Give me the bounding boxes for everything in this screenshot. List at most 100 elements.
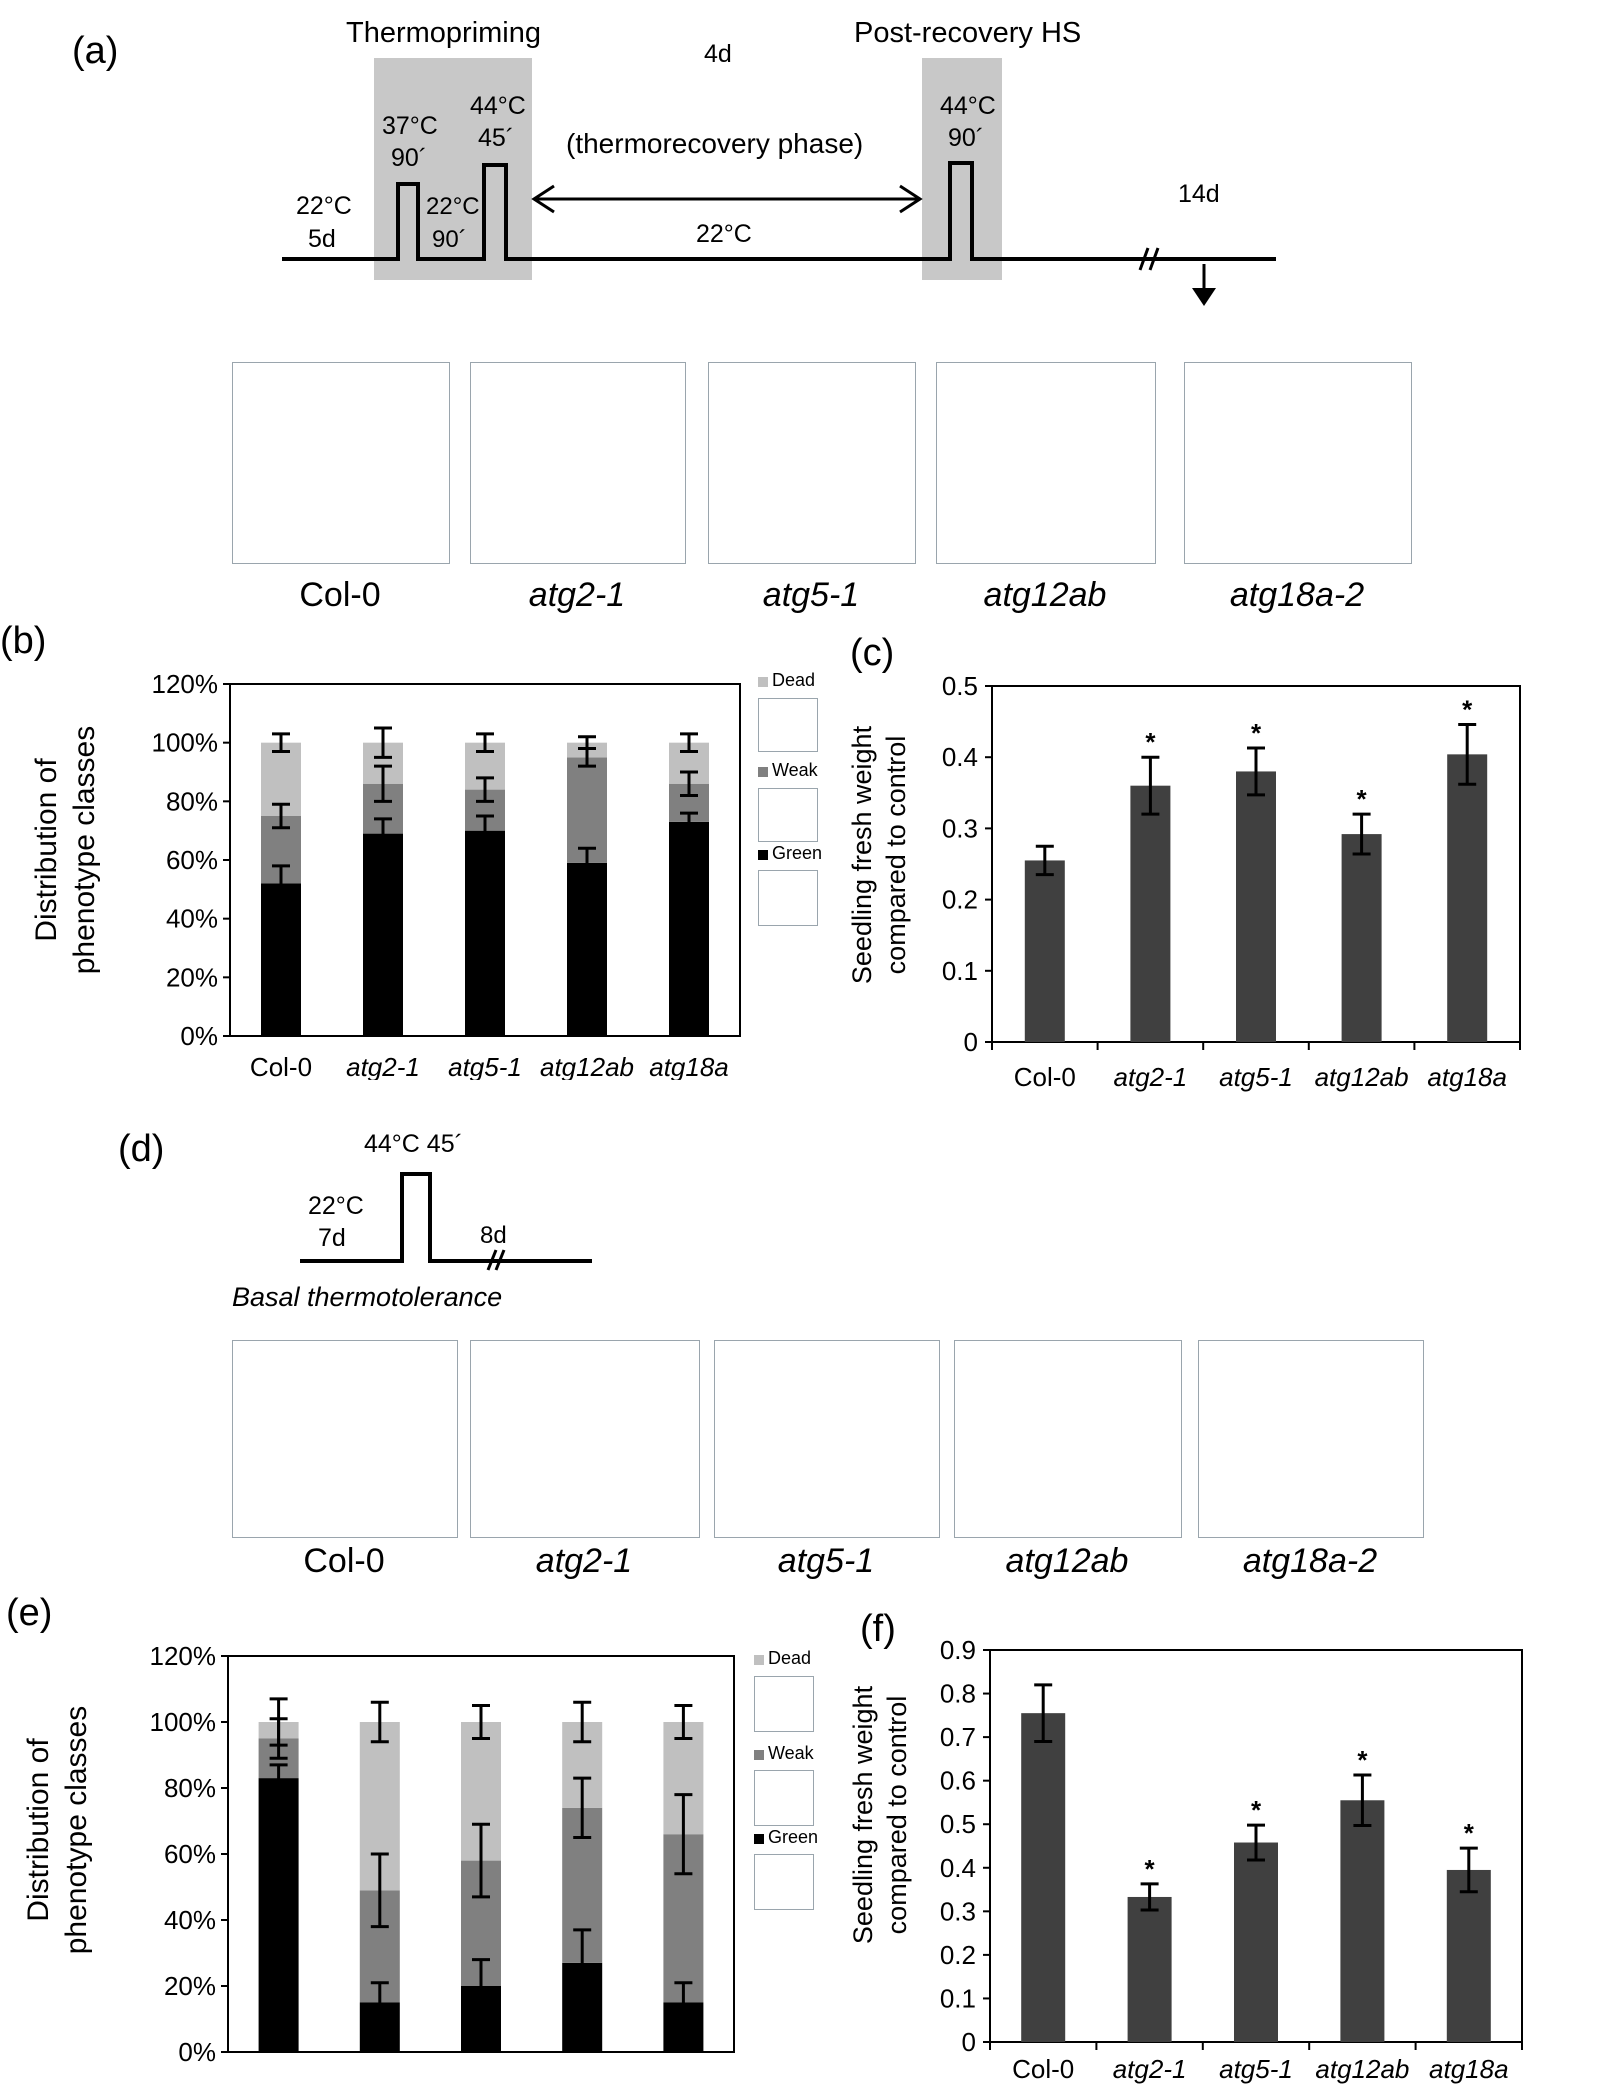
start-time-label: 5d: [308, 225, 336, 253]
recovery-hs-shade: [922, 58, 1002, 280]
significance-marker: *: [1357, 784, 1368, 814]
x-tick-label: atg18a: [1427, 1062, 1507, 1092]
legend-weak-photo-e: [754, 1770, 814, 1826]
x-tick-label: atg12ab: [535, 2068, 629, 2072]
thermopriming-schematic: [282, 58, 1276, 306]
panel-label-a: (a): [72, 30, 119, 72]
x-tick-label: atg18a: [644, 2068, 724, 2072]
axis-break-a2: [1148, 247, 1160, 271]
panel-label-c: (c): [850, 632, 895, 674]
bar-green-atg5-1: [465, 830, 505, 1036]
x-tick-label: Col-0: [248, 2068, 310, 2072]
y-tick-label: 0.5: [940, 1809, 976, 1839]
legend-b: Dead Weak Green: [756, 670, 826, 932]
legend-green-swatch-e: [754, 1834, 764, 1844]
y-tick-label: 60%: [166, 845, 218, 875]
y-tick-label: 120%: [150, 1641, 217, 1671]
y-tick-label: 120%: [152, 669, 219, 699]
y-tick-label: 0.1: [942, 956, 978, 986]
start-temp-label: 22°C: [296, 192, 352, 220]
x-tick-label: atg18a: [1429, 2054, 1509, 2084]
photo-caption-atg2-a: atg2-1: [528, 576, 626, 614]
legend-weak-label-b: Weak: [772, 760, 818, 780]
photo-caption-atg5-a: atg5-1: [762, 576, 860, 614]
chart-f-fresh-weight: 0 0.1 0.2 0.3 0.4 0.5 0.6 0.7 0.8 0.9 Col-0 * atg2-1…: [940, 1635, 1523, 2084]
basal-caption: Basal thermotolerance: [232, 1282, 503, 1312]
legend-green-photo-b: [758, 870, 818, 926]
y-tick-label: 40%: [166, 904, 218, 934]
chart-b-stacked-phenotype: 0% 20% 40% 60% 80% 100% 120% Col-0 atg2-1 atg5-1 a…: [152, 669, 741, 1080]
axis-break-a1: [1138, 247, 1150, 271]
hs-temp-label: 44°C: [940, 92, 996, 120]
seedling-photo-atg2-a: [470, 362, 686, 564]
harvest-arrow-head: [1192, 288, 1216, 306]
y-tick-label: 0.5: [942, 671, 978, 701]
bar-green-Col-0: [258, 1778, 299, 2052]
step37-time-label: 90´: [391, 144, 428, 172]
x-tick-label: atg12ab: [1315, 2054, 1409, 2084]
seedling-photo-atg5-d: [714, 1340, 940, 1538]
photo-caption-col0-a: Col-0: [299, 576, 381, 614]
x-tick-label: Col-0: [250, 1052, 312, 1080]
thermopriming-label: Thermopriming: [346, 17, 541, 49]
seedling-photo-col0-a: [232, 362, 450, 564]
y-tick-label: 0: [962, 2027, 976, 2057]
legend-green-label-b: Green: [772, 843, 823, 863]
x-tick-label: atg2-1: [346, 1052, 420, 1080]
y-tick-label: 0%: [178, 2037, 216, 2067]
y-tick-label: 80%: [166, 786, 218, 816]
x-tick-label: atg2-1: [343, 2068, 417, 2072]
panel-label-d: (d): [118, 1128, 165, 1170]
significance-marker: *: [1251, 718, 1262, 748]
four-day-label: 4d: [704, 40, 732, 68]
bar-atg18a: [1447, 754, 1488, 1042]
bar-green-atg12ab: [567, 862, 607, 1036]
x-tick-label: atg18a: [649, 1052, 729, 1080]
panel-label-e: (e): [6, 1592, 53, 1634]
panel-label-f: (f): [860, 1608, 896, 1650]
recovery-arrow-left-head: [531, 184, 555, 214]
x-tick-label: atg12ab: [1315, 1062, 1409, 1092]
bar-atg12ab: [1340, 1800, 1385, 2042]
hs-time-label: 90´: [948, 124, 985, 152]
basal-start-time-label: 7d: [318, 1224, 346, 1252]
bar-atg2-1: [1127, 1896, 1172, 2042]
panel-label-b: (b): [0, 620, 47, 662]
x-tick-label: Col-0: [1014, 1062, 1076, 1092]
y-tick-label: 0: [964, 1027, 978, 1057]
seedling-photo-atg12-d: [954, 1340, 1182, 1538]
seedling-photo-atg2-d: [470, 1340, 700, 1538]
legend-dead-label-e: Dead: [768, 1648, 812, 1668]
x-tick-label: atg2-1: [1113, 2054, 1187, 2084]
y-tick-label: 20%: [164, 1971, 216, 2001]
seedling-photo-atg5-a: [708, 362, 916, 564]
recovery-arrow-right-head: [899, 184, 923, 214]
legend-e: Dead Weak Green: [752, 1648, 822, 1920]
bar-atg12ab: [1341, 834, 1382, 1042]
photo-caption-atg18-a: atg18a-2: [1229, 576, 1365, 614]
bar-green-atg2-1: [363, 833, 403, 1036]
y-tick-label: 40%: [164, 1905, 216, 1935]
bar-weak-atg12ab: [567, 757, 607, 863]
basal-end-time-label: 8d: [480, 1222, 507, 1249]
y-tick-label: 0.6: [940, 1766, 976, 1796]
x-tick-label: atg12ab: [540, 1052, 634, 1080]
bar-Col-0: [1021, 1713, 1066, 2042]
x-tick-label: atg5-1: [1219, 2054, 1293, 2084]
y-tick-label: 0.1: [940, 1983, 976, 2013]
y-tick-label: 0.3: [942, 813, 978, 843]
photo-caption-atg12-d: atg12ab: [1005, 1542, 1129, 1580]
legend-dead-label-b: Dead: [772, 670, 816, 690]
legend-green-photo-e: [754, 1854, 814, 1910]
photo-caption-col0-d: Col-0: [303, 1542, 385, 1580]
seedling-photo-atg12-a: [936, 362, 1156, 564]
x-tick-label: atg5-1: [444, 2068, 518, 2072]
significance-marker: *: [1462, 694, 1473, 724]
bar-green-Col-0: [261, 883, 301, 1036]
photo-caption-atg18-d: atg18a-2: [1242, 1542, 1378, 1580]
bar-atg18a: [1446, 1869, 1491, 2042]
y-tick-label: 0.7: [940, 1722, 976, 1752]
legend-weak-swatch-b: [758, 767, 768, 777]
y-tick-label: 60%: [164, 1839, 216, 1869]
legend-weak-label-e: Weak: [768, 1743, 814, 1763]
